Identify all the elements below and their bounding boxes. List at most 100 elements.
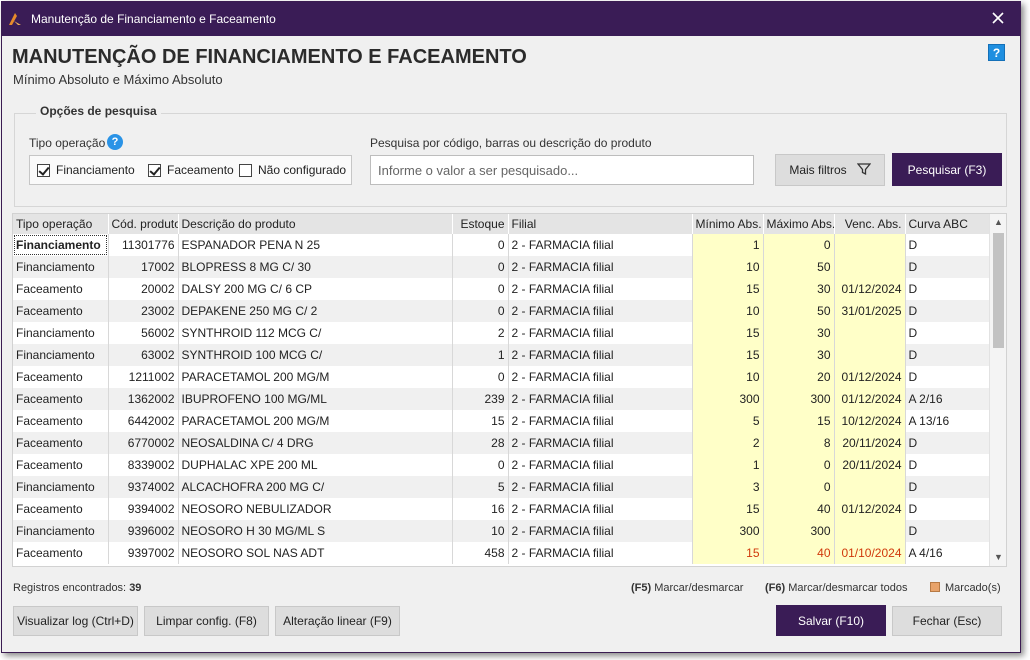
cell-maximo-abs[interactable]: 0 (763, 454, 835, 476)
cell-maximo-abs[interactable]: 50 (763, 300, 835, 322)
cell-venc-abs[interactable]: 01/12/2024 (834, 278, 906, 300)
cell-maximo-abs[interactable]: 30 (763, 344, 835, 366)
close-button[interactable]: Fechar (Esc) (892, 606, 1002, 636)
table-row[interactable]: Financiamento 9374002 ALCACHOFRA 200 MG C/… (13, 476, 992, 498)
table-row[interactable]: Faceamento 1211002 PARACETAMOL 200 MG/M 0 2 … (13, 366, 992, 388)
cell-venc-abs[interactable] (834, 234, 906, 256)
cell-maximo-abs[interactable]: 40 (763, 542, 835, 564)
cell-venc-abs[interactable]: 20/11/2024 (834, 432, 906, 454)
cell-minimo-abs[interactable]: 10 (692, 366, 764, 388)
search-input[interactable] (370, 155, 754, 185)
table-row[interactable]: Faceamento 9394002 NEOSORO NEBULIZADOR 16 2 … (13, 498, 992, 520)
cell-venc-abs[interactable]: 01/12/2024 (834, 366, 906, 388)
table-row[interactable]: Financiamento 17002 BLOPRESS 8 MG C/ 30 0 2 … (13, 256, 992, 278)
table-row[interactable]: Faceamento 8339002 DUPHALAC XPE 200 ML 0 2 -… (13, 454, 992, 476)
cell-tipo-operacao: Faceamento (13, 542, 109, 564)
cell-venc-abs[interactable]: 01/12/2024 (834, 388, 906, 410)
col-estoque[interactable]: Estoque (452, 214, 509, 234)
view-log-button[interactable]: Visualizar log (Ctrl+D) (13, 606, 138, 636)
scroll-down-icon[interactable]: ▼ (994, 552, 1003, 562)
table-row[interactable]: Financiamento 11301776 ESPANADOR PENA N 25… (13, 234, 992, 256)
cell-minimo-abs[interactable]: 15 (692, 498, 764, 520)
cell-minimo-abs[interactable]: 5 (692, 410, 764, 432)
cell-venc-abs[interactable] (834, 256, 906, 278)
col-filial[interactable]: Filial (508, 214, 693, 234)
checkbox-faceamento-box[interactable] (148, 163, 161, 177)
cell-minimo-abs[interactable]: 1 (692, 454, 764, 476)
cell-maximo-abs[interactable]: 30 (763, 278, 835, 300)
cell-cod-produto: 8339002 (108, 454, 179, 476)
more-filters-label: Mais filtros (789, 163, 847, 177)
cell-minimo-abs[interactable]: 15 (692, 344, 764, 366)
save-button[interactable]: Salvar (F10) (776, 605, 886, 636)
table-row[interactable]: Faceamento 1362002 IBUPROFENO 100 MG/ML 239… (13, 388, 992, 410)
cell-venc-abs[interactable] (834, 520, 906, 542)
cell-minimo-abs[interactable]: 3 (692, 476, 764, 498)
more-filters-button[interactable]: Mais filtros (775, 154, 885, 186)
cell-minimo-abs[interactable]: 10 (692, 256, 764, 278)
cell-minimo-abs[interactable]: 15 (692, 542, 764, 564)
vertical-scrollbar[interactable]: ▲ ▼ (989, 214, 1006, 566)
cell-venc-abs[interactable] (834, 344, 906, 366)
col-venc-abs[interactable]: Venc. Abs. (834, 214, 906, 234)
checkbox-financiamento[interactable]: Financiamento (37, 163, 135, 177)
clear-config-button[interactable]: Limpar config. (F8) (144, 606, 269, 636)
cell-maximo-abs[interactable]: 50 (763, 256, 835, 278)
col-maximo-abs[interactable]: Máximo Abs. (763, 214, 835, 234)
cell-minimo-abs[interactable]: 15 (692, 278, 764, 300)
col-curva-abc[interactable]: Curva ABC (905, 214, 992, 234)
cell-cod-produto: 9397002 (108, 542, 179, 564)
cell-maximo-abs[interactable]: 8 (763, 432, 835, 454)
cell-minimo-abs[interactable]: 10 (692, 300, 764, 322)
cell-maximo-abs[interactable]: 30 (763, 322, 835, 344)
cell-venc-abs[interactable]: 10/12/2024 (834, 410, 906, 432)
scrollbar-thumb[interactable] (993, 233, 1004, 348)
cell-venc-abs[interactable]: 20/11/2024 (834, 454, 906, 476)
table-row[interactable]: Faceamento 20002 DALSY 200 MG C/ 6 CP 0 2 - … (13, 278, 992, 300)
cell-venc-abs[interactable]: 31/01/2025 (834, 300, 906, 322)
checkbox-faceamento[interactable]: Faceamento (148, 163, 234, 177)
cell-maximo-abs[interactable]: 40 (763, 498, 835, 520)
cell-estoque: 239 (452, 388, 509, 410)
table-row[interactable]: Faceamento 6442002 PARACETAMOL 200 MG/M 15 2… (13, 410, 992, 432)
search-button[interactable]: Pesquisar (F3) (892, 153, 1002, 186)
table-row[interactable]: Financiamento 9396002 NEOSORO H 30 MG/ML S… (13, 520, 992, 542)
cell-cod-produto: 6442002 (108, 410, 179, 432)
cell-tipo-operacao: Financiamento (13, 476, 109, 498)
cell-minimo-abs[interactable]: 300 (692, 520, 764, 542)
cell-venc-abs[interactable]: 01/12/2024 (834, 498, 906, 520)
cell-venc-abs[interactable] (834, 476, 906, 498)
table-row[interactable]: Financiamento 63002 SYNTHROID 100 MCG C/1 2… (13, 344, 992, 366)
cell-maximo-abs[interactable]: 0 (763, 476, 835, 498)
cell-descricao: SYNTHROID 112 MCG C/ (178, 322, 453, 344)
col-descricao[interactable]: Descrição do produto (178, 214, 453, 234)
cell-minimo-abs[interactable]: 300 (692, 388, 764, 410)
cell-venc-abs[interactable]: 01/10/2024 (834, 542, 906, 564)
close-icon[interactable] (990, 10, 1006, 26)
checkbox-nao-configurado[interactable]: Não configurado (239, 163, 346, 177)
cell-minimo-abs[interactable]: 15 (692, 322, 764, 344)
checkbox-nao-configurado-box[interactable] (239, 163, 252, 177)
scroll-up-icon[interactable]: ▲ (994, 217, 1003, 227)
linear-change-button[interactable]: Alteração linear (F9) (275, 606, 400, 636)
table-row[interactable]: Faceamento 9397002 NEOSORO SOL NAS ADT 458 2… (13, 542, 992, 564)
question-icon[interactable]: ? (107, 134, 123, 150)
cell-venc-abs[interactable] (834, 322, 906, 344)
cell-maximo-abs[interactable]: 0 (763, 234, 835, 256)
cell-maximo-abs[interactable]: 300 (763, 388, 835, 410)
help-icon[interactable]: ? (988, 44, 1005, 61)
cell-maximo-abs[interactable]: 15 (763, 410, 835, 432)
checkbox-financiamento-box[interactable] (37, 163, 50, 177)
f5-text: Marcar/desmarcar (654, 582, 744, 594)
col-cod-produto[interactable]: Cód. produto (108, 214, 179, 234)
col-minimo-abs[interactable]: Mínimo Abs. (692, 214, 764, 234)
cell-maximo-abs[interactable]: 300 (763, 520, 835, 542)
cell-maximo-abs[interactable]: 20 (763, 366, 835, 388)
marked-legend: Marcado(s) (930, 582, 1001, 594)
cell-minimo-abs[interactable]: 1 (692, 234, 764, 256)
table-row[interactable]: Faceamento 6770002 NEOSALDINA C/ 4 DRG 28 2 … (13, 432, 992, 454)
table-row[interactable]: Financiamento 56002 SYNTHROID 112 MCG C/2 2… (13, 322, 992, 344)
col-tipo-operacao[interactable]: Tipo operação (13, 214, 109, 234)
cell-minimo-abs[interactable]: 2 (692, 432, 764, 454)
